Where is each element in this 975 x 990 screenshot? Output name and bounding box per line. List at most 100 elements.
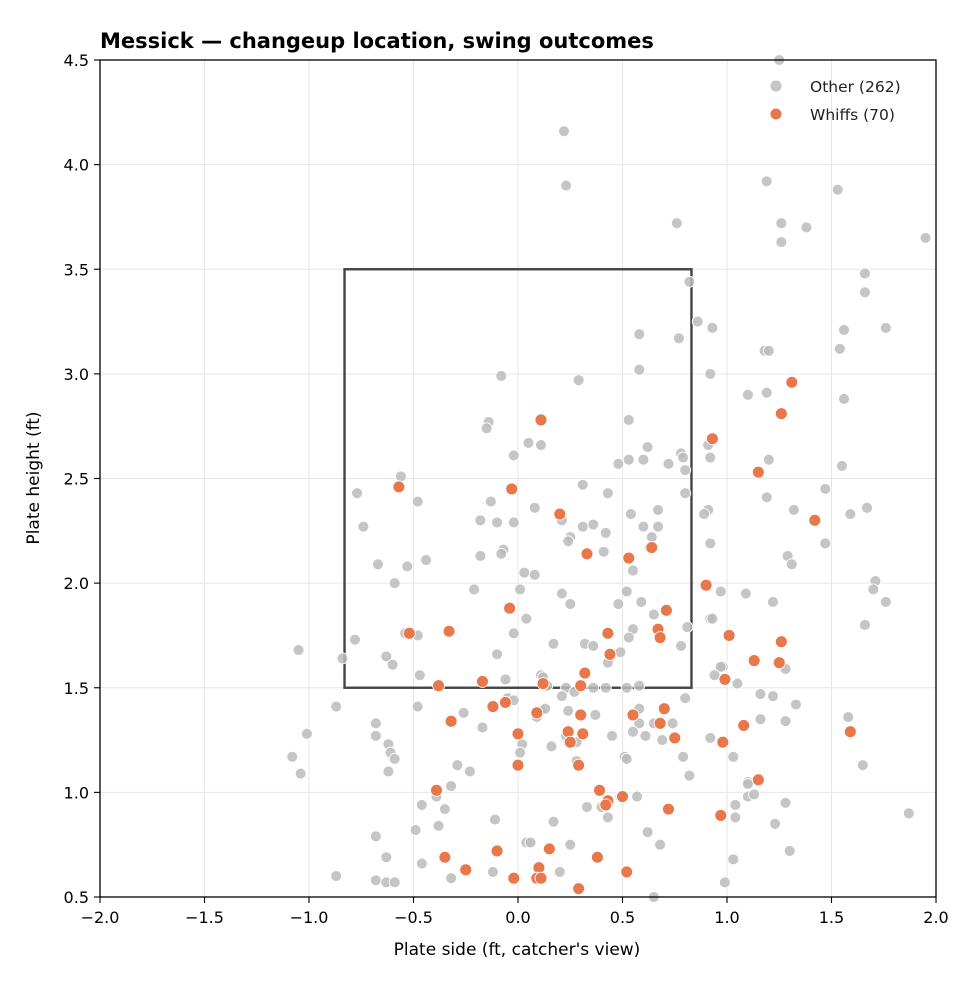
point-whiff-25: [718, 672, 732, 686]
point-other-154: [562, 704, 575, 717]
point-other-16: [633, 328, 646, 341]
point-other-188: [451, 759, 464, 772]
y-tick-label-3: 2.0: [64, 574, 89, 593]
point-other-127: [386, 658, 399, 671]
point-other-205: [581, 801, 593, 813]
point-other-137: [731, 677, 744, 690]
point-other-199: [631, 790, 644, 803]
point-other-93: [514, 583, 527, 596]
point-other-234: [388, 876, 401, 889]
point-other-232: [369, 874, 382, 887]
point-other-110: [681, 621, 694, 634]
point-other-23: [495, 370, 508, 382]
point-other-164: [754, 713, 767, 726]
point-other-25: [741, 388, 754, 401]
point-other-1: [560, 179, 573, 192]
point-other-206: [729, 798, 742, 811]
point-other-32: [535, 439, 547, 451]
point-whiff-46: [843, 725, 857, 739]
point-other-165: [779, 715, 792, 728]
points-layer: [286, 54, 932, 903]
point-other-64: [507, 516, 520, 529]
point-other-87: [401, 560, 414, 573]
point-other-53: [484, 495, 497, 508]
point-other-221: [564, 838, 577, 851]
point-whiff-13: [503, 601, 517, 615]
point-other-90: [528, 568, 541, 581]
point-other-131: [708, 669, 721, 682]
y-tick-label-4: 2.5: [64, 470, 89, 489]
legend-marker-other: [769, 79, 783, 93]
point-other-138: [633, 679, 646, 692]
point-other-36: [677, 451, 690, 464]
point-other-122: [614, 646, 627, 659]
point-whiff-51: [593, 783, 606, 797]
point-other-181: [514, 746, 527, 759]
point-other-152: [790, 698, 802, 711]
point-other-69: [637, 520, 650, 533]
point-whiff-53: [599, 798, 613, 812]
x-tick-label-3: −0.5: [394, 908, 433, 927]
point-other-15: [879, 321, 892, 334]
point-other-194: [683, 769, 696, 782]
point-other-124: [380, 650, 393, 663]
point-whiff-19: [653, 631, 667, 644]
point-whiff-20: [722, 628, 736, 642]
point-other-86: [372, 558, 384, 571]
point-other-220: [524, 836, 537, 849]
point-other-187: [388, 752, 401, 765]
point-other-170: [639, 729, 652, 742]
point-other-46: [395, 470, 407, 483]
point-other-214: [432, 819, 445, 832]
point-whiff-6: [505, 482, 519, 496]
point-other-49: [351, 487, 364, 500]
point-other-58: [787, 503, 800, 516]
point-other-95: [620, 585, 633, 598]
point-whiff-29: [536, 677, 550, 691]
point-other-120: [587, 639, 600, 652]
point-other-225: [727, 853, 740, 866]
point-other-196: [741, 778, 754, 790]
point-other-0: [558, 125, 570, 138]
point-other-135: [499, 673, 512, 686]
point-whiff-38: [737, 718, 751, 732]
y-tick-label-1: 1.0: [64, 783, 89, 802]
point-whiff-15: [402, 626, 416, 640]
point-other-99: [739, 587, 752, 600]
point-other-213: [547, 815, 560, 828]
point-other-72: [599, 526, 612, 539]
point-whiff-59: [438, 850, 452, 864]
point-whiff-23: [747, 654, 761, 667]
point-other-140: [587, 681, 600, 694]
point-other-68: [576, 520, 589, 533]
point-whiff-64: [507, 871, 521, 885]
point-other-172: [300, 727, 313, 740]
point-other-228: [553, 865, 566, 878]
y-tick-label-6: 3.5: [64, 260, 89, 279]
point-whiff-12: [699, 578, 713, 592]
point-other-59: [624, 508, 637, 521]
point-other-30: [480, 422, 493, 435]
point-other-201: [748, 788, 761, 801]
point-whiff-9: [645, 541, 659, 555]
point-other-85: [785, 558, 798, 571]
point-other-37: [507, 449, 520, 462]
point-whiff-45: [716, 735, 730, 749]
point-whiff-35: [626, 708, 640, 722]
point-whiff-21: [774, 635, 788, 649]
point-other-163: [666, 717, 679, 730]
point-other-51: [679, 487, 692, 500]
point-other-27: [838, 393, 850, 405]
point-whiff-62: [459, 863, 473, 877]
point-other-116: [349, 633, 361, 646]
y-tick-label-7: 4.0: [64, 156, 89, 175]
point-other-56: [652, 503, 664, 516]
point-whiff-16: [442, 624, 456, 638]
point-whiff-41: [576, 727, 590, 741]
point-other-125: [336, 652, 349, 665]
point-other-185: [620, 752, 633, 765]
point-other-98: [555, 587, 568, 600]
chart-title: Messick — changeup location, swing outco…: [100, 29, 654, 53]
point-other-4: [670, 217, 683, 230]
